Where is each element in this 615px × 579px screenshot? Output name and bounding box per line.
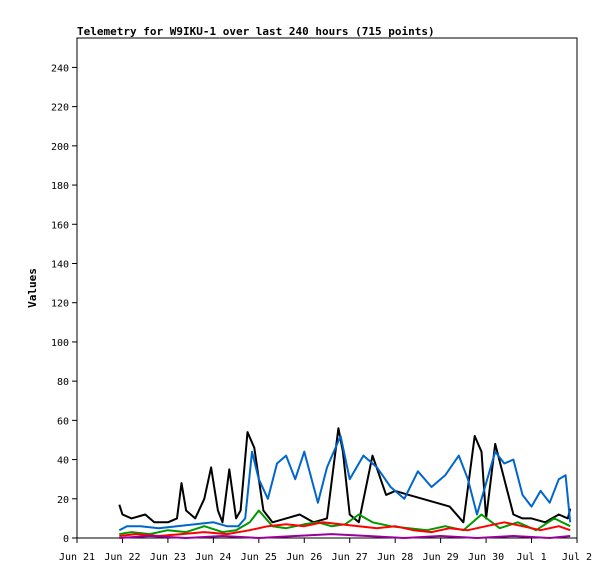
- y-tick-label: 240: [51, 63, 69, 74]
- x-tick-label: Jun 24: [195, 552, 231, 563]
- x-tick-label: Jul 2: [562, 552, 592, 563]
- x-tick-label: Jun 26: [286, 552, 322, 563]
- series-lines: [118, 427, 572, 539]
- x-tick-label: Jun 27: [332, 552, 368, 563]
- x-tick-label: Jun 23: [150, 552, 186, 563]
- y-tick-label: 120: [51, 299, 69, 310]
- y-tick-label: 100: [51, 338, 69, 349]
- y-tick-label: 160: [51, 220, 69, 231]
- series-line-3: [119, 521, 571, 537]
- x-tick-label: Jun 28: [377, 552, 413, 563]
- y-tick-label: 180: [51, 181, 69, 192]
- plot-frame: [76, 37, 578, 539]
- y-tick-label: 20: [57, 495, 69, 506]
- y-tick-label: 220: [51, 103, 69, 114]
- y-tick-label: 40: [57, 456, 69, 467]
- x-tick-label: Jun 21: [59, 552, 95, 563]
- y-axis: 0 20 40 60 80 100 120 140 160 180 200 220 240: [51, 63, 77, 545]
- x-tick-label: Jun 25: [241, 552, 277, 563]
- y-tick-label: 0: [63, 534, 69, 545]
- series-line-4: [119, 533, 571, 539]
- x-axis: Jun 21 Jun 22 Jun 23 Jun 24 Jun 25 Jun 26 Jun …: [59, 538, 592, 563]
- chart-title: Telemetry for W9IKU-1 over last 240 hour…: [77, 25, 435, 38]
- x-tick-label: Jun 22: [104, 552, 140, 563]
- series-line-2: [119, 509, 571, 536]
- series-line-0: [118, 427, 572, 524]
- y-tick-label: 200: [51, 142, 69, 153]
- y-tick-label: 140: [51, 259, 69, 270]
- series-line-1: [118, 435, 572, 532]
- y-tick-label: 60: [57, 416, 69, 427]
- x-tick-label: Jun 30: [468, 552, 504, 563]
- y-axis-label: Values: [26, 268, 39, 308]
- y-tick-label: 80: [57, 377, 69, 388]
- x-tick-label: Jul 1: [516, 552, 546, 563]
- x-tick-label: Jun 29: [423, 552, 459, 563]
